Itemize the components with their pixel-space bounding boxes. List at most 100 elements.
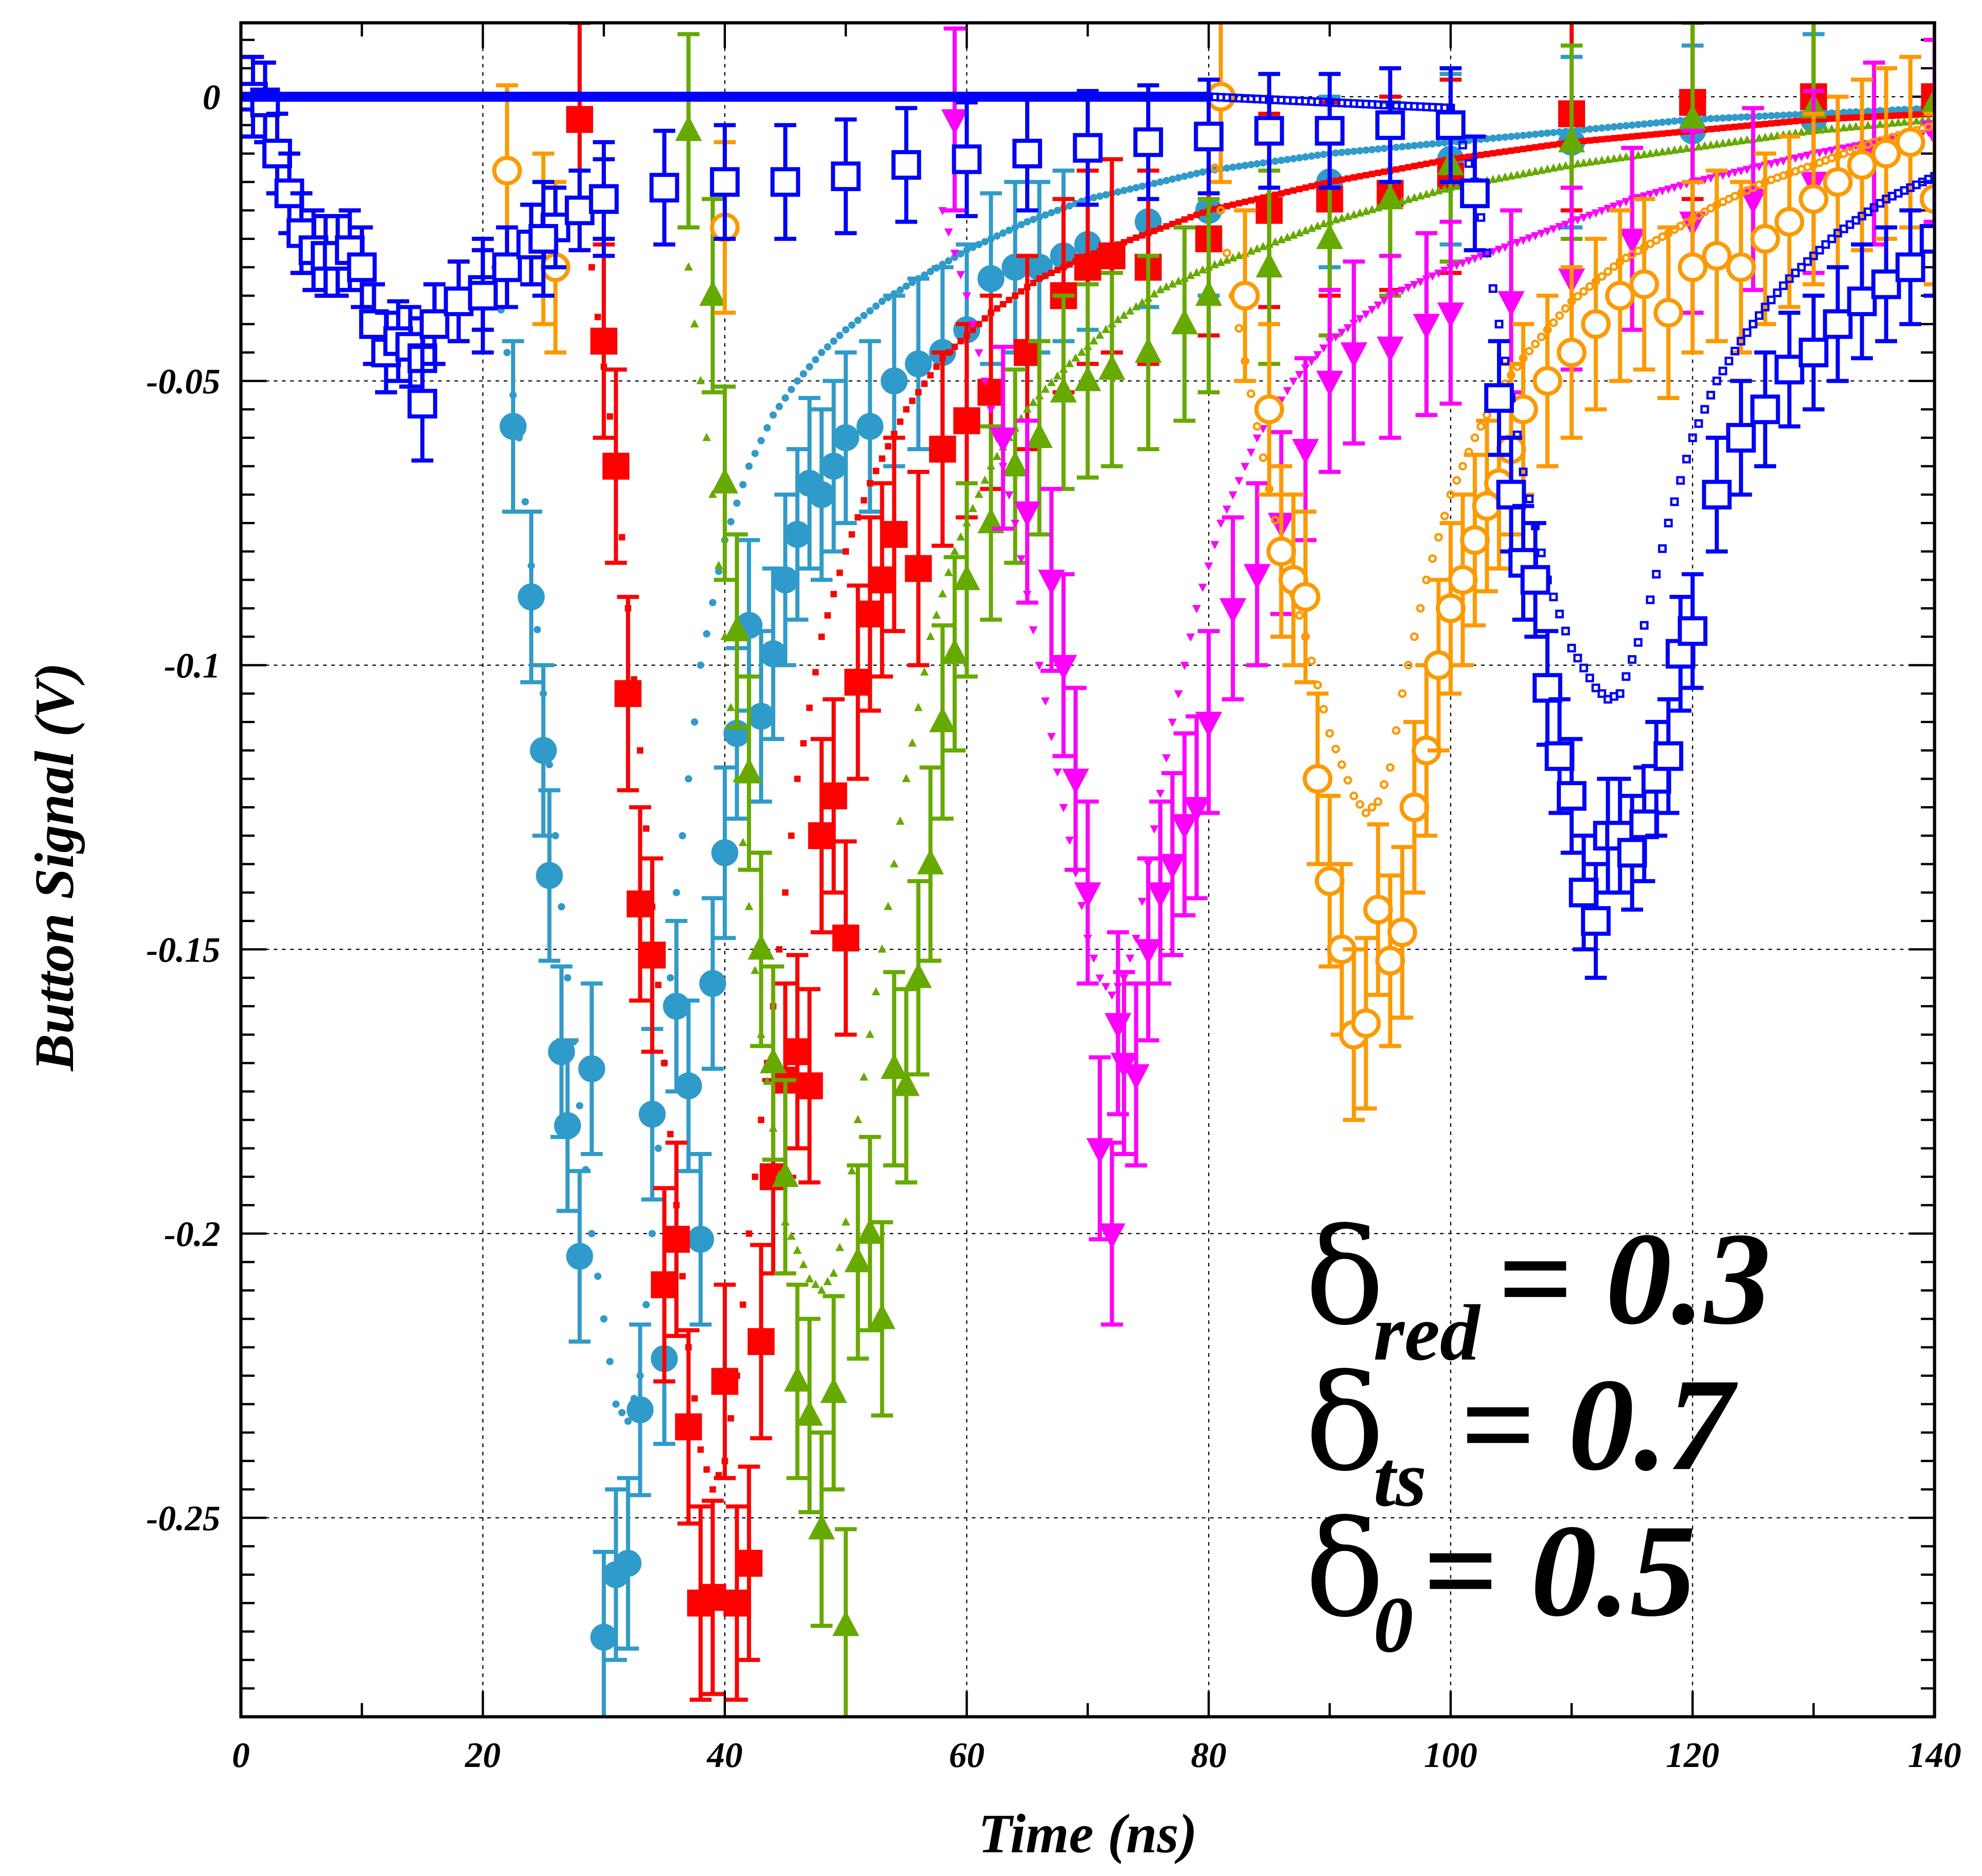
data-point xyxy=(1750,224,1780,254)
model-point xyxy=(878,297,886,305)
data-point xyxy=(1845,122,1854,131)
model-point xyxy=(1440,511,1449,521)
data-point xyxy=(710,167,740,197)
data-point xyxy=(708,490,717,498)
model-point xyxy=(1803,257,1812,266)
data-point xyxy=(1192,605,1201,614)
data-point xyxy=(1266,537,1296,567)
data-point xyxy=(1919,184,1935,214)
model-point xyxy=(854,317,862,324)
x-tick-label: 0 xyxy=(232,1735,250,1775)
data-point xyxy=(1307,224,1316,232)
data-point xyxy=(1162,282,1171,291)
data-point xyxy=(944,228,953,237)
data-point xyxy=(1652,148,1661,156)
data-point xyxy=(1597,156,1606,164)
data-point xyxy=(1132,302,1141,311)
model-point xyxy=(703,630,710,638)
data-point xyxy=(687,1225,715,1253)
model-point xyxy=(1012,292,1018,299)
model-point xyxy=(1670,497,1679,506)
model-point xyxy=(842,548,849,555)
model-point xyxy=(1549,318,1558,327)
model-point xyxy=(1302,153,1309,161)
data-point xyxy=(1525,234,1534,243)
model-point xyxy=(1597,272,1606,281)
model-point xyxy=(1405,164,1412,171)
model-point xyxy=(618,1409,626,1417)
data-point xyxy=(793,1245,802,1254)
data-point xyxy=(1331,333,1340,342)
data-point xyxy=(735,1550,763,1577)
model-point xyxy=(654,1145,662,1152)
data-point xyxy=(1616,200,1625,209)
model-point xyxy=(1641,132,1648,139)
model-point xyxy=(1671,129,1678,136)
data-point xyxy=(663,993,690,1020)
data-point xyxy=(1150,289,1159,298)
model-point xyxy=(1416,604,1425,613)
model-point xyxy=(1302,184,1309,191)
data-point xyxy=(1652,189,1661,198)
data-point xyxy=(1676,182,1685,191)
data-point xyxy=(419,309,449,339)
data-point xyxy=(1561,161,1570,170)
model-point xyxy=(612,1400,620,1408)
data-point xyxy=(1377,336,1404,362)
model-point xyxy=(1785,274,1794,283)
model-point xyxy=(1181,216,1188,223)
model-point xyxy=(1380,780,1389,789)
data-point xyxy=(675,115,702,141)
data-point xyxy=(905,962,932,988)
model-point xyxy=(1700,405,1709,414)
model-point xyxy=(558,903,565,911)
data-point xyxy=(1077,902,1086,911)
data-point xyxy=(675,1413,702,1441)
model-point xyxy=(1452,476,1461,485)
model-point xyxy=(1369,171,1376,177)
model-point xyxy=(1247,161,1255,168)
data-point xyxy=(1702,479,1732,510)
data-point xyxy=(1507,171,1516,180)
data-point xyxy=(1410,281,1419,289)
y-tick-label: -0.1 xyxy=(164,646,220,685)
data-point xyxy=(1399,792,1429,822)
data-point xyxy=(1150,825,1159,834)
data-point xyxy=(614,680,642,707)
data-point xyxy=(1435,593,1466,623)
data-point xyxy=(905,350,932,378)
model-point xyxy=(1230,201,1236,208)
model-point xyxy=(1682,218,1691,227)
data-point xyxy=(1098,354,1126,380)
data-point xyxy=(1797,153,1806,162)
model-point xyxy=(1707,115,1715,122)
model-point xyxy=(1622,672,1631,681)
model-point xyxy=(1658,232,1667,241)
model-point xyxy=(957,338,964,344)
model-point xyxy=(1659,119,1666,126)
model-point xyxy=(1797,263,1806,272)
data-point xyxy=(745,902,754,910)
model-point xyxy=(775,403,783,411)
model-point xyxy=(1236,200,1242,207)
model-point xyxy=(1508,147,1514,154)
data-point xyxy=(1319,344,1328,353)
model-point xyxy=(1634,121,1642,129)
data-point xyxy=(1098,1223,1126,1249)
model-point xyxy=(970,326,976,333)
data-point xyxy=(536,862,563,889)
model-point xyxy=(1199,209,1206,216)
model-point xyxy=(1054,266,1061,273)
delta-subscript: ts xyxy=(1373,1434,1427,1523)
model-point xyxy=(503,349,511,356)
data-point xyxy=(711,468,738,494)
data-point xyxy=(1047,733,1056,741)
model-point xyxy=(1532,130,1539,138)
data-point xyxy=(1700,176,1709,184)
data-point xyxy=(1120,310,1128,319)
model-point xyxy=(1586,125,1594,133)
x-tick-label: 60 xyxy=(949,1735,985,1775)
model-point xyxy=(1646,595,1655,604)
model-point xyxy=(788,386,795,393)
data-point xyxy=(1301,226,1310,234)
